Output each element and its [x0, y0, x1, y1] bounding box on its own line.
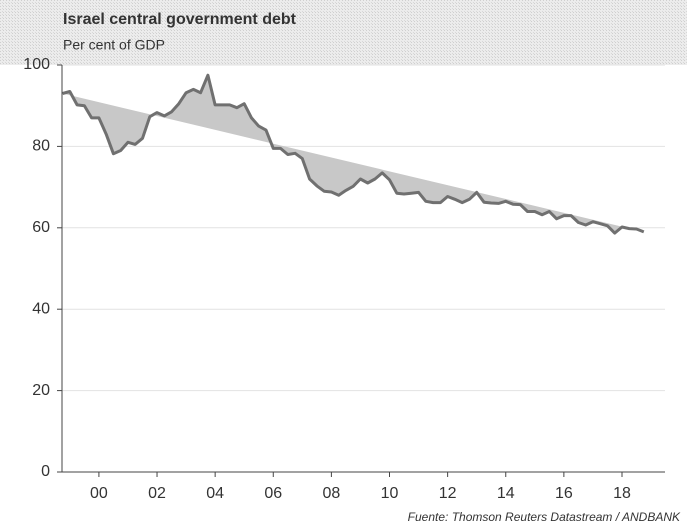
x-tick-label: 00 [90, 485, 108, 502]
x-tick-label: 04 [206, 485, 224, 502]
y-tick-label: 60 [32, 219, 50, 236]
x-tick-label: 02 [148, 485, 166, 502]
x-tick-label: 14 [497, 485, 515, 502]
x-tick-label: 08 [322, 485, 340, 502]
y-tick-label: 100 [23, 56, 50, 73]
x-tick-label: 16 [555, 485, 573, 502]
x-tick-label: 06 [264, 485, 282, 502]
x-tick-label: 18 [613, 485, 631, 502]
y-tick-label: 20 [32, 382, 50, 399]
chart-title: Israel central government debt [63, 11, 297, 28]
line [62, 73, 645, 235]
source-note: Fuente: Thomson Reuters Datastream / AND… [408, 510, 681, 524]
y-tick-label: 40 [32, 300, 50, 317]
x-tick-label: 10 [381, 485, 399, 502]
y-tick-label: 80 [32, 138, 50, 155]
chart-subtitle: Per cent of GDP [63, 37, 165, 53]
area [62, 75, 644, 234]
x-tick-label: 12 [439, 485, 457, 502]
header-band [0, 0, 687, 65]
y-tick-label: 0 [41, 463, 50, 480]
